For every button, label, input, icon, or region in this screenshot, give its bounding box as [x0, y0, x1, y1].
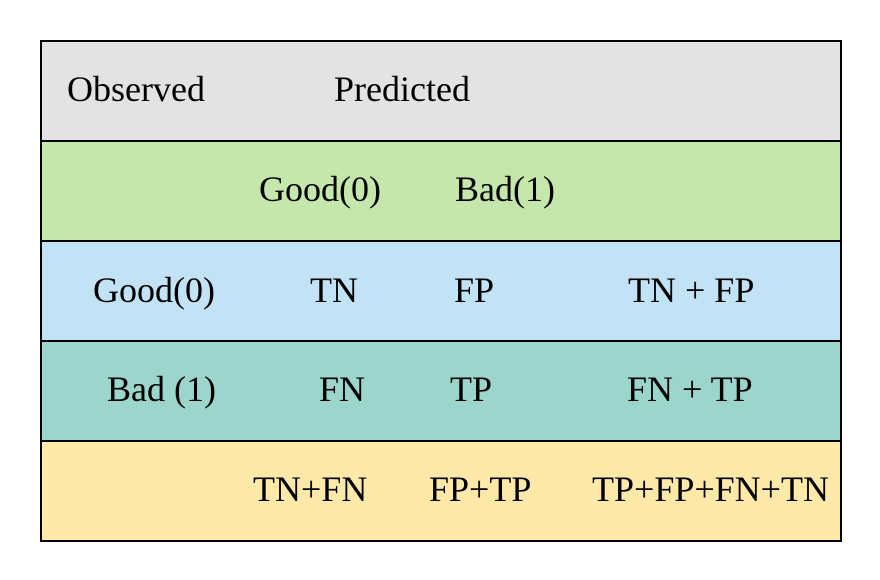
totals-row: TN+FN FP+TP TP+FP+FN+TN — [42, 440, 840, 540]
predicted-bad-total-cell: FP+TP — [429, 469, 532, 509]
observed-good-row: Good(0) TN FP TN + FP — [42, 240, 840, 340]
true-positive-cell: TP — [450, 369, 493, 409]
observed-good-label: Good(0) — [93, 270, 215, 310]
predicted-good-label: Good(0) — [259, 169, 381, 209]
false-negative-cell: FN — [319, 369, 366, 409]
bad-row-total-cell: FN + TP — [627, 369, 753, 409]
header-row: Observed Predicted — [42, 42, 840, 140]
observed-bad-label: Bad (1) — [107, 369, 216, 409]
observed-bad-row: Bad (1) FN TP FN + TP — [42, 340, 840, 440]
true-negative-cell: TN — [310, 270, 358, 310]
grand-total-cell: TP+FP+FN+TN — [592, 469, 829, 509]
false-positive-cell: FP — [454, 270, 495, 310]
confusion-matrix-table: Observed Predicted Good(0) Bad(1) Good(0… — [40, 40, 842, 542]
predicted-classes-row: Good(0) Bad(1) — [42, 140, 840, 240]
observed-header: Observed — [67, 69, 205, 109]
predicted-bad-label: Bad(1) — [455, 169, 555, 209]
predicted-header: Predicted — [334, 69, 470, 109]
good-row-total-cell: TN + FP — [628, 270, 755, 310]
predicted-good-total-cell: TN+FN — [253, 469, 368, 509]
